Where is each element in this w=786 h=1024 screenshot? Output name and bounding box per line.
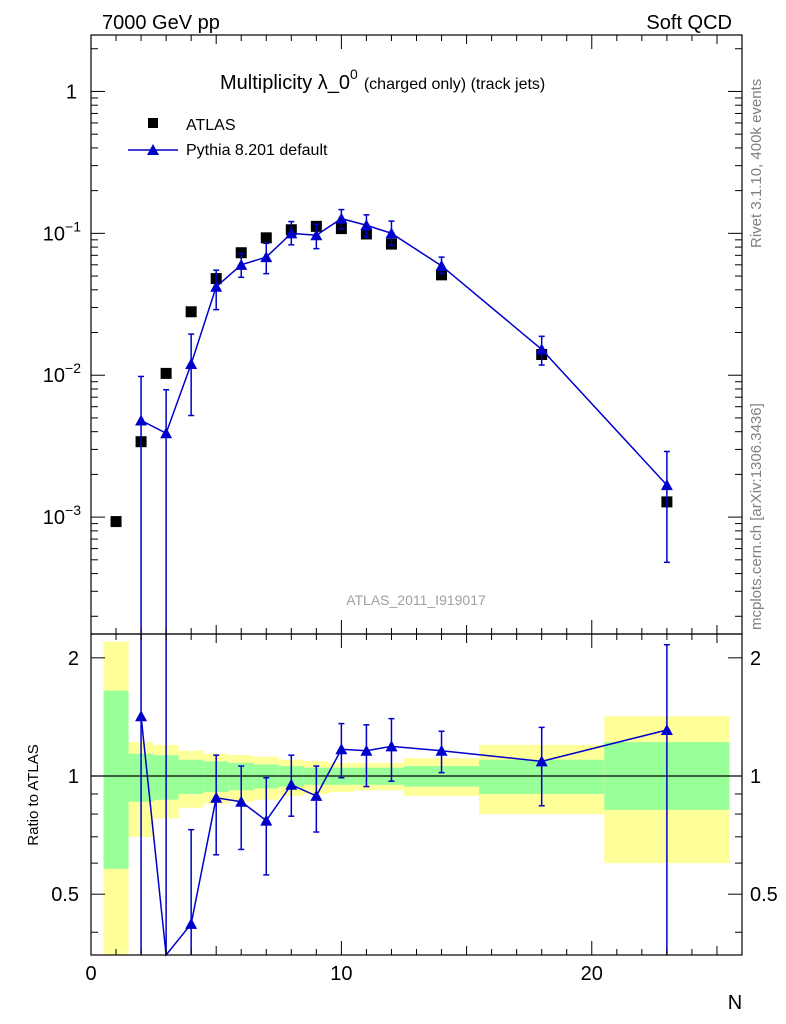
pythia-point-3 [210,280,223,292]
title-suffix: (charged only) (track jets) [364,76,545,93]
ratio-uncertainty-bands [103,641,730,955]
band-inner-3 [178,759,204,794]
y-tick-label-2: 10−1 [43,218,81,245]
title-main: Multiplicity λ_0 [220,72,350,94]
pythia-point-0 [135,414,148,426]
ratio-line [140,716,668,957]
ratio-y-tick-label-2: 2 [68,648,79,670]
legend-atlas-marker [148,118,158,128]
pythia-point-8 [335,212,348,224]
pythia-point-11 [435,259,448,271]
mcplots-label: mcplots.cern.ch [arXiv:1306.3436] [748,403,765,630]
ratio-y-tick-label-1: 1 [68,766,79,788]
atlas-point-3 [185,306,197,318]
x-tick-label-0: 0 [85,963,96,985]
ratio-point-12 [535,755,548,767]
ratio-point-11 [435,744,448,756]
ratio-y-label: Ratio to ATLAS [25,744,42,845]
ratio-y-tick-label-right-1: 1 [750,766,761,788]
pythia-point-4 [235,258,248,270]
ratio-point-10 [385,740,398,752]
atlas-point-12 [436,269,448,281]
pythia-line [140,217,668,486]
pythia-point-7 [310,229,323,241]
ratio-point-6 [285,778,298,790]
y-tick-label-1: 10−2 [43,360,81,387]
chart-title: Multiplicity λ_00 (charged only) (track j… [220,66,545,94]
x-axis-label: N [728,992,742,1014]
ratio-point-5 [260,814,273,826]
ratio-point-3 [210,791,223,803]
pythia-point-9 [360,219,373,231]
header-right: Soft QCD [646,12,732,34]
ratio-point-0 [135,710,148,722]
ratio-y-tick-label-right-0: 0.5 [750,884,778,906]
ratio-y-tick-label-0: 0.5 [51,884,79,906]
ratio-point-9 [360,744,373,756]
y-tick-label-3: 1 [66,81,77,103]
atlas-point-2 [160,367,172,379]
ratio-y-tick-label-right-2: 2 [750,648,761,670]
atlas-point-0 [110,516,122,528]
x-tick-label-2: 20 [581,963,603,985]
main-series [110,208,673,634]
pythia-point-12 [535,343,548,355]
legend-atlas: ATLAS [186,117,236,134]
header-left: 7000 GeV pp [102,12,220,34]
title-sup: 0 [350,66,358,82]
band-inner-0 [103,690,129,869]
pythia-point-6 [285,227,298,239]
pythia-point-13 [660,479,673,491]
legend-pythia-marker [147,144,159,155]
pythia-point-1 [160,427,173,439]
atlas-point-6 [260,232,272,244]
pythia-point-10 [385,227,398,239]
x-tick-label-1: 10 [330,963,352,985]
rivet-label: Rivet 3.1.10, 400k events [748,79,765,248]
legend: ATLAS Pythia 8.201 default [128,117,328,159]
legend-pythia: Pythia 8.201 default [186,142,328,159]
watermark: ATLAS_2011_I919017 [346,592,486,608]
atlas-point-5 [235,247,247,259]
ratio-point-2 [185,917,198,929]
ratio-series [135,634,673,957]
ratio-point-13 [660,723,673,735]
svg-text:Multiplicity λ_00(charged only: Multiplicity λ_00 (charged only) (track j… [220,66,545,94]
pythia-point-2 [185,357,198,369]
y-tick-label-0: 10−3 [43,502,81,529]
ratio-point-4 [235,795,248,807]
pythia-point-5 [260,251,273,263]
ratio-point-7 [310,789,323,801]
ticks: 0 10 20 10−3 10−2 10−1 1 0.5 0.5 1 1 2 2 [43,35,778,985]
ratio-point-8 [335,743,348,755]
